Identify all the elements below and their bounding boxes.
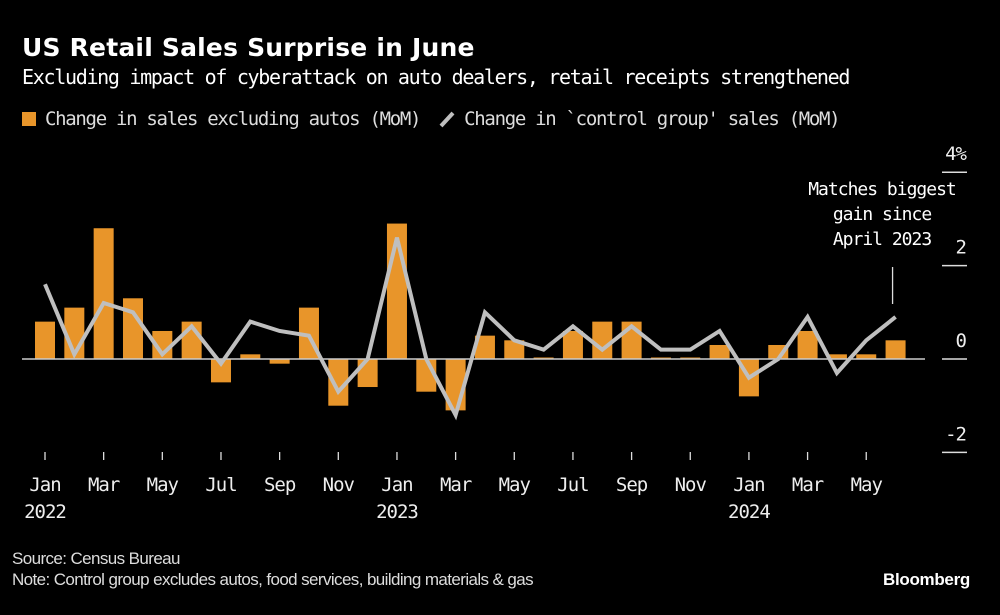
- y-axis: 4% 2 0 -2: [942, 143, 969, 454]
- x-tick-label-month: May: [147, 474, 179, 496]
- bar-2022-04: [122, 298, 143, 359]
- legend-label-line: Change in `control group' sales (MoM): [464, 108, 840, 130]
- bar-2022-07: [210, 359, 231, 383]
- y-tick-label: 4%: [945, 143, 967, 165]
- legend-item-line: Change in `control group' sales (MoM): [420, 108, 841, 130]
- bar-2022-11: [328, 359, 349, 406]
- methodology-note: Note: Control group excludes autos, food…: [12, 570, 534, 589]
- y-tick-label: -2: [945, 423, 966, 445]
- bar-2023-08: [592, 321, 613, 359]
- x-tick-label-month: Jul: [205, 474, 236, 496]
- bar-2024-05: [856, 354, 877, 359]
- bar-2022-09: [269, 359, 290, 364]
- legend-item-bars: Change in sales excluding autos (MoM): [22, 108, 421, 130]
- x-tick-label-month: Jan: [29, 474, 60, 496]
- bar-2022-12: [357, 359, 378, 388]
- annotation-text: gain since: [833, 204, 932, 225]
- source-note: Source: Census Bureau: [12, 549, 181, 568]
- chart-subtitle: Excluding impact of cyberattack on auto …: [22, 65, 850, 89]
- bar-2024-03: [797, 330, 818, 359]
- bar-2023-04: [474, 335, 495, 359]
- chart-title: US Retail Sales Surprise in June: [22, 33, 475, 62]
- bar-2022-08: [240, 354, 261, 359]
- x-tick-label-month: Nov: [675, 474, 707, 496]
- x-tick-label-month: Mar: [440, 474, 472, 496]
- control-group-line: [43, 237, 897, 421]
- annotation-text: April 2023: [833, 229, 932, 250]
- footer: Source: Census Bureau Note: Control grou…: [12, 548, 534, 590]
- x-tick-label-month: May: [499, 474, 531, 496]
- bar-2023-07: [562, 330, 583, 359]
- legend-label-bars: Change in sales excluding autos (MoM): [45, 108, 421, 130]
- x-tick-label-month: May: [851, 474, 883, 496]
- legend: Change in sales excluding autos (MoM) Ch…: [22, 108, 841, 130]
- x-tick-label-month: Mar: [88, 474, 120, 496]
- x-tick-label-year: 2023: [376, 501, 418, 523]
- gray-line-icon: [439, 111, 455, 128]
- orange-square-icon: [22, 112, 36, 126]
- x-tick-label-month: Nov: [323, 474, 355, 496]
- annotation: Matches biggest gain since April 2023: [808, 179, 957, 304]
- x-tick-label-month: Sep: [264, 474, 296, 496]
- bar-2023-05: [504, 340, 525, 359]
- annotation-text: Matches biggest: [808, 179, 956, 200]
- x-tick-label-month: Sep: [616, 474, 648, 496]
- x-tick-label-month: Jul: [557, 474, 588, 496]
- x-tick-label-month: Mar: [792, 474, 824, 496]
- x-tick-label-month: Jan: [733, 474, 764, 496]
- bar-2022-01: [35, 321, 55, 359]
- bar-2022-03: [93, 228, 114, 359]
- x-tick-label-year: 2024: [728, 501, 770, 523]
- bloomberg-logo: Bloomberg: [882, 570, 970, 589]
- y-tick-label: 2: [956, 237, 966, 259]
- bar-2024-06: [885, 340, 906, 359]
- y-tick-label: 0: [956, 330, 967, 352]
- bar-2024-04: [826, 354, 847, 359]
- x-tick-label-year: 2022: [24, 501, 66, 523]
- x-axis: Jan 2022 Mar May Jul Sep Nov Jan 2023 Mar May Jul Se…: [24, 452, 883, 523]
- bar-2023-12: [709, 344, 730, 359]
- bar-series: [35, 223, 906, 411]
- x-tick-label-month: Jan: [381, 474, 412, 496]
